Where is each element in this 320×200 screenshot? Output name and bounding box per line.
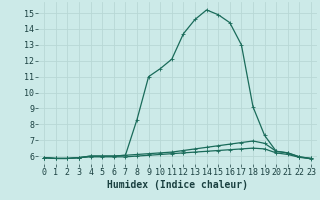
X-axis label: Humidex (Indice chaleur): Humidex (Indice chaleur)	[107, 180, 248, 190]
